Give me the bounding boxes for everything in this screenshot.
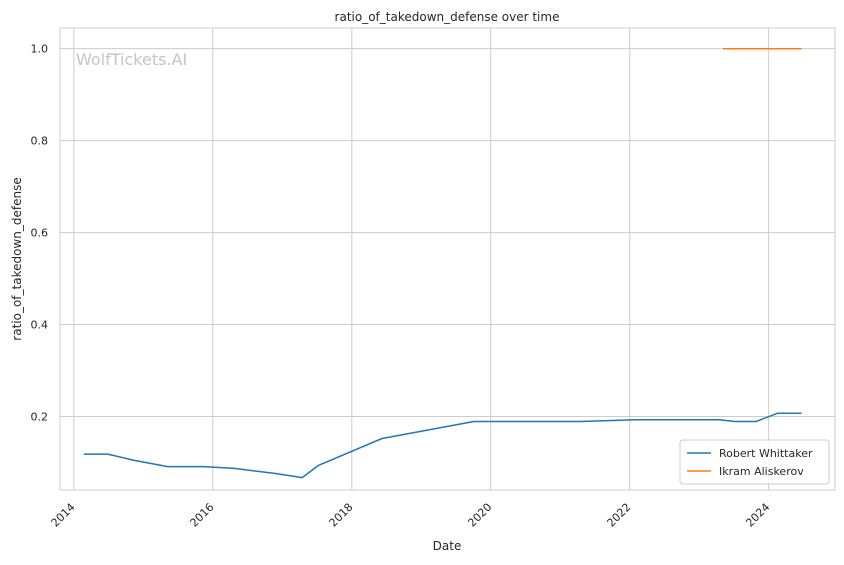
- legend-label-robert-whittaker: Robert Whittaker: [719, 447, 813, 460]
- y-tick-label: 0.8: [31, 135, 49, 148]
- legend-box: [679, 439, 830, 485]
- x-axis-label: Date: [433, 539, 462, 553]
- y-tick-label: 0.6: [31, 227, 49, 240]
- chart-title: ratio_of_takedown_defense over time: [335, 10, 560, 24]
- y-tick-label: 0.4: [31, 319, 49, 332]
- grid-lines: [60, 28, 835, 490]
- legend: Robert Whittaker Ikram Aliskerov: [679, 439, 830, 485]
- y-tick-label: 0.2: [31, 410, 49, 423]
- plot-frame: [59, 27, 836, 491]
- series-layer: [83, 47, 802, 479]
- y-axis-label: ratio_of_takedown_defense: [10, 177, 24, 340]
- y-axis-ticks: 0.2 0.4 0.6 0.8 1.0: [31, 43, 49, 424]
- watermark: WolfTickets.AI: [76, 50, 187, 69]
- legend-label-ikram-aliskerov: Ikram Aliskerov: [719, 465, 804, 478]
- series-line-robert-whittaker: [83, 412, 802, 479]
- y-tick-label: 1.0: [31, 43, 49, 56]
